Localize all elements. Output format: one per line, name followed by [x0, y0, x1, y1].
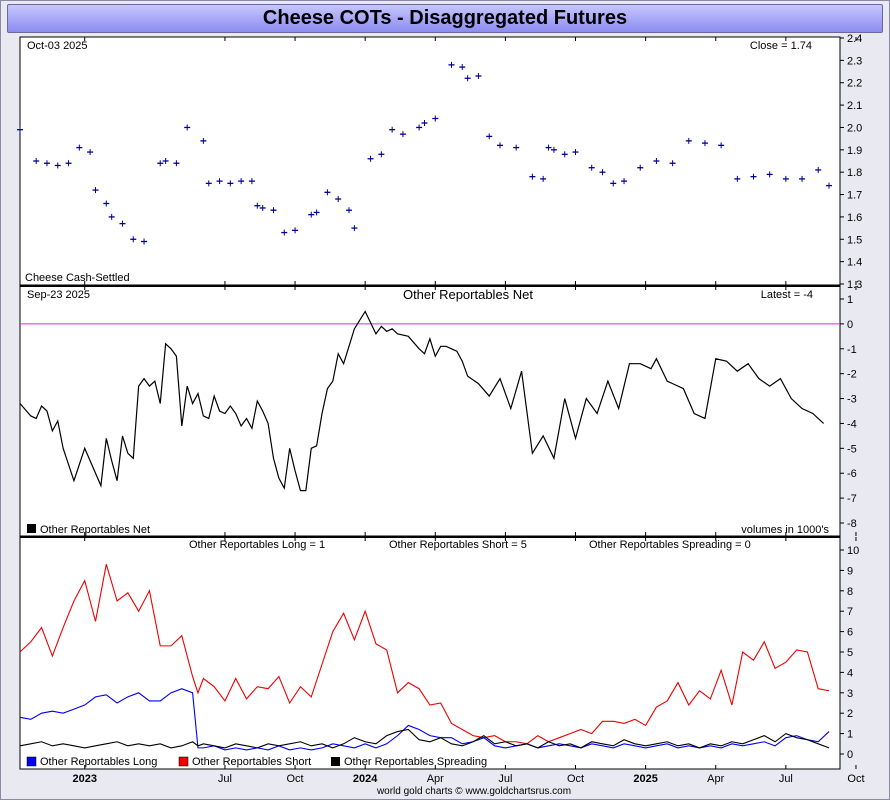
short-legend-swatch	[178, 756, 189, 767]
long-legend-swatch	[26, 756, 37, 767]
x-tick-label: Oct	[567, 773, 584, 785]
x-tick-label: Apr	[707, 773, 724, 785]
y-tick-label: 2.3	[847, 55, 862, 67]
y-tick-label: 0	[847, 319, 853, 331]
net-units-label: volumes in 1000's	[741, 524, 829, 536]
y-tick-label: 2.4	[847, 33, 862, 45]
x-tick-label: 2023	[72, 773, 96, 785]
y-tick-label: 9	[847, 565, 853, 577]
y-tick-label: 1.4	[847, 257, 862, 269]
y-tick-label: 1	[847, 294, 853, 306]
y-tick-label: -1	[847, 344, 857, 356]
y-tick-label: -7	[847, 493, 857, 505]
spreading-legend-label: Other Reportables Spreading	[344, 756, 487, 768]
price-close-readout: Close = 1.74	[750, 40, 812, 52]
y-tick-label: 1.8	[847, 167, 862, 179]
y-tick-label: 1	[847, 729, 853, 741]
x-tick-label: Apr	[427, 773, 444, 785]
net-legend-label: Other Reportables Net	[40, 524, 150, 536]
long-header: Other Reportables Long = 1	[189, 539, 325, 551]
x-tick-label: Oct	[286, 773, 303, 785]
spreading-series-line	[19, 728, 830, 749]
price-series-label: Cheese Cash-Settled	[25, 272, 130, 284]
x-tick-label: 2024	[353, 773, 378, 785]
x-tick-label: Jul	[498, 773, 512, 785]
y-tick-label: 10	[847, 545, 859, 557]
y-tick-label: 2.0	[847, 122, 862, 134]
y-tick-label: 1.5	[847, 234, 862, 246]
y-tick-label: -6	[847, 468, 857, 480]
y-tick-label: -4	[847, 418, 857, 430]
net-panel-title: Other Reportables Net	[403, 287, 533, 302]
x-tick-label: Oct	[847, 773, 864, 785]
y-tick-label: 3	[847, 688, 853, 700]
chart-title: Cheese COTs - Disaggregated Futures	[7, 4, 883, 33]
price-date: Oct-03 2025	[27, 40, 88, 52]
y-tick-label: 6	[847, 627, 853, 639]
net-legend-swatch	[27, 524, 36, 533]
short-series-line	[19, 564, 830, 745]
short-header: Other Reportables Short = 5	[389, 539, 527, 551]
y-tick-label: 2	[847, 708, 853, 720]
y-tick-label: -2	[847, 369, 857, 381]
y-tick-label: 7	[847, 606, 853, 618]
y-tick-label: 1.3	[847, 279, 862, 291]
spreading-legend-swatch	[331, 757, 340, 766]
net-series-line	[19, 310, 825, 492]
short-legend-label: Other Reportables Short	[192, 756, 311, 768]
y-tick-label: 0	[847, 749, 853, 761]
price-panel	[19, 36, 841, 286]
footer-credit: world gold charts © www.goldchartsrus.co…	[376, 786, 571, 797]
y-tick-label: 1.6	[847, 212, 862, 224]
y-tick-label: 1.7	[847, 190, 862, 202]
y-tick-label: -5	[847, 443, 857, 455]
long-series-line	[19, 688, 830, 751]
net-panel	[19, 285, 841, 537]
spreading-header: Other Reportables Spreading = 0	[589, 539, 751, 551]
x-tick-label: Jul	[218, 773, 232, 785]
y-tick-label: 2.1	[847, 100, 862, 112]
net-date: Sep-23 2025	[27, 289, 90, 301]
y-tick-label: 4	[847, 667, 853, 679]
x-tick-label: 2025	[633, 773, 657, 785]
y-tick-label: 1.9	[847, 145, 862, 157]
net-latest-readout: Latest = -4	[761, 289, 813, 301]
y-tick-label: 5	[847, 647, 853, 659]
positions-panel	[19, 536, 841, 770]
long-legend-label: Other Reportables Long	[40, 756, 157, 768]
y-tick-label: 8	[847, 586, 853, 598]
y-tick-label: 2.2	[847, 78, 862, 90]
y-tick-label: -3	[847, 394, 857, 406]
y-tick-label: -8	[847, 518, 857, 530]
x-tick-label: Jul	[779, 773, 793, 785]
